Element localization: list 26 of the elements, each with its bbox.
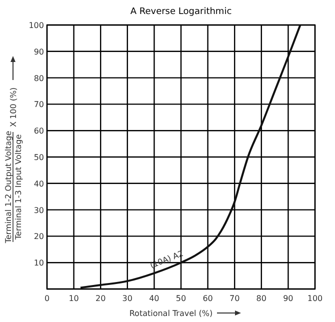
chart-title: A Reverse Logarithmic (130, 7, 232, 17)
x-tick-label: 50 (176, 294, 186, 303)
y-tick-label: 40 (34, 179, 44, 188)
y-tick-label: 30 (34, 206, 44, 215)
x-tick-label: 90 (283, 294, 294, 303)
y-tick-label: 90 (34, 47, 44, 56)
y-tick-label: 10 (34, 258, 44, 268)
y-tick-label: 20 (34, 232, 44, 242)
text: (10A) A2 (148, 248, 185, 270)
x-tick-label: 80 (256, 294, 266, 303)
y-tick-label: 100 (28, 21, 44, 30)
x-tick-label: 60 (202, 294, 213, 303)
x-tick-label: 10 (68, 294, 79, 303)
x-tick-label: 100 (307, 294, 323, 303)
y-tick-label: 80 (34, 74, 44, 83)
x-tick-label: 40 (149, 294, 160, 303)
x-tick-label: 0 (44, 294, 50, 303)
x-tick-label: 30 (122, 294, 132, 303)
y-axis-title: Terminal 1-2 Output Voltage Terminal 1-3 Input Voltage X 100 (%) (4, 87, 23, 244)
line-series (80, 24, 302, 289)
y-tick-label: 70 (34, 100, 44, 110)
x-tick-label: 20 (96, 294, 106, 303)
x-axis-title: Rotational Travel (%) (129, 309, 213, 318)
y-tick-label: 50 (34, 153, 44, 162)
x-tick-label: 70 (230, 294, 240, 303)
y-tick-label: 60 (34, 126, 44, 136)
